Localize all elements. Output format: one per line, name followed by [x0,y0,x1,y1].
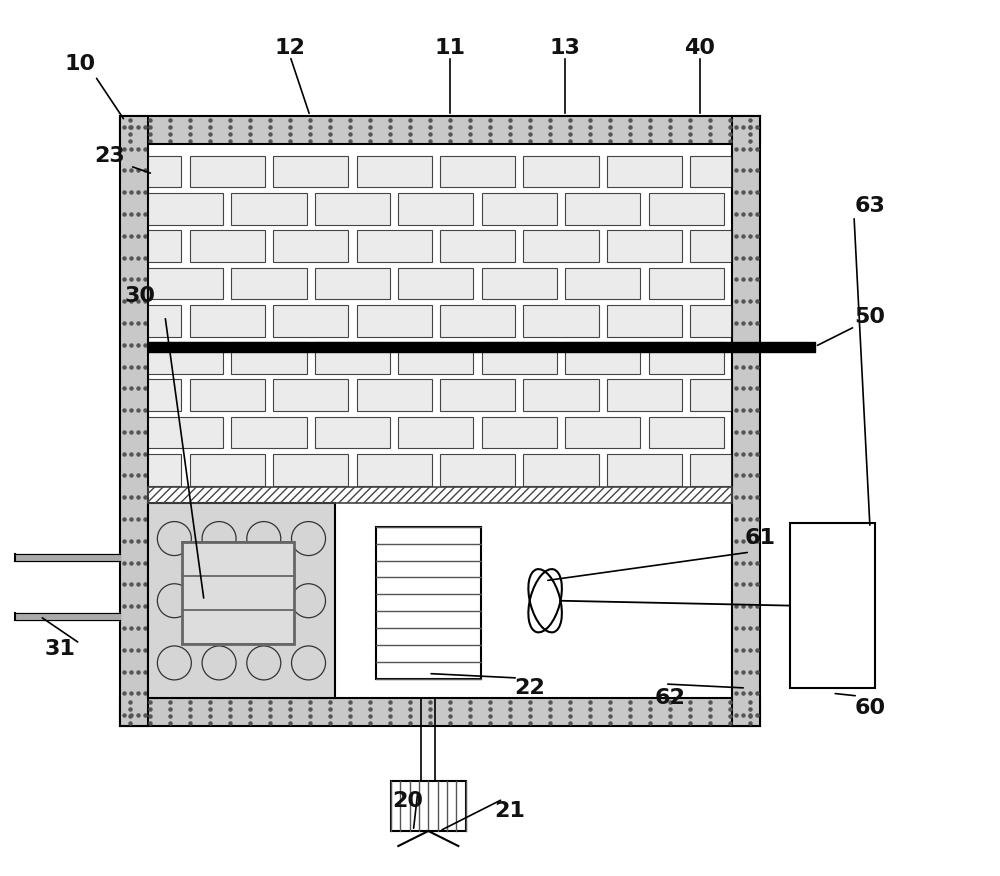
Bar [148,305,181,336]
Bar [607,454,682,485]
Bar [607,156,682,187]
Bar [690,305,732,336]
Bar [148,230,181,262]
Text: 31: 31 [45,639,75,660]
Bar [440,379,515,411]
Bar [649,267,724,300]
Bar [790,523,875,689]
Bar [482,343,557,374]
Bar [523,230,599,262]
Text: 12: 12 [275,38,305,58]
Bar [440,156,515,187]
Bar [440,230,515,262]
Bar [398,343,473,374]
Bar [148,454,181,485]
Bar [273,230,348,262]
Bar [357,379,432,411]
Bar [690,454,732,485]
Bar [190,305,265,336]
Bar [649,343,724,374]
Bar [190,379,265,411]
Bar [649,417,724,449]
Bar [148,156,181,187]
Text: 20: 20 [392,791,424,811]
Bar [273,156,348,187]
Bar [120,116,760,144]
Text: 63: 63 [855,196,885,216]
Bar [148,379,181,411]
Bar [690,156,732,187]
Bar [148,417,223,449]
Bar [148,343,223,374]
Text: 21: 21 [495,801,525,821]
Bar [523,156,599,187]
Bar [607,230,682,262]
Bar [120,698,760,726]
Bar [565,267,640,300]
Bar [273,379,348,411]
Bar [376,526,481,679]
Bar [148,504,335,698]
Bar [315,267,390,300]
Bar [231,267,307,300]
Bar [523,454,599,485]
Bar [649,193,724,224]
Bar [565,343,640,374]
Bar [315,343,390,374]
Bar [357,305,432,336]
Bar [523,305,599,336]
Bar [607,379,682,411]
Bar [357,230,432,262]
Bar [148,144,732,698]
Bar [732,116,760,726]
Bar [148,193,223,224]
Bar [440,305,515,336]
Text: 40: 40 [684,38,716,58]
Bar [607,305,682,336]
Bar [398,417,473,449]
Bar [482,417,557,449]
Bar [148,487,732,504]
Bar [565,193,640,224]
Bar [357,454,432,485]
Bar [231,417,307,449]
Text: 23: 23 [95,146,125,166]
Text: 50: 50 [854,307,886,327]
Bar [315,417,390,449]
Bar [482,193,557,224]
Bar [190,454,265,485]
Bar [273,305,348,336]
Bar [482,267,557,300]
Bar [523,379,599,411]
Bar [190,156,265,187]
Bar [690,230,732,262]
Bar [273,454,348,485]
Bar [148,267,223,300]
Text: 62: 62 [655,688,685,708]
Bar [690,379,732,411]
Text: 22: 22 [515,678,545,698]
Bar [182,542,294,644]
Bar [565,417,640,449]
Bar [440,454,515,485]
Text: 13: 13 [550,38,580,58]
Text: 10: 10 [64,54,96,74]
Bar [398,193,473,224]
Text: 60: 60 [854,698,886,718]
Bar [391,781,466,831]
Bar [231,193,307,224]
Bar [398,267,473,300]
Text: 61: 61 [744,528,776,548]
Bar [120,116,148,726]
Text: 30: 30 [124,286,156,306]
Bar [190,230,265,262]
Bar [357,156,432,187]
Bar [231,343,307,374]
Bar [315,193,390,224]
Text: 11: 11 [434,38,466,58]
